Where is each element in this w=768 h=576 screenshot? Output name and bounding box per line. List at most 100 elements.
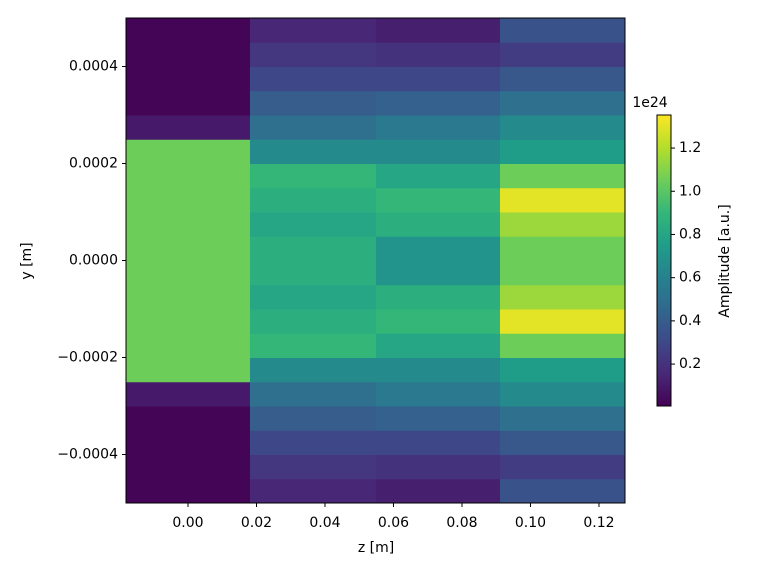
heatmap-cell — [249, 163, 377, 189]
x-tick-label: 0.06 — [378, 515, 409, 531]
heatmap-cell — [376, 163, 501, 189]
y-tick-label: 0.0004 — [69, 59, 118, 75]
heatmap-cell — [126, 284, 251, 310]
heatmap-cell — [376, 406, 501, 431]
y-tick-label: 0.0000 — [69, 253, 118, 269]
heatmap-cell — [126, 115, 251, 140]
heatmap-cell — [126, 139, 251, 164]
heatmap-cell — [249, 139, 377, 164]
x-tick-label: 0.08 — [446, 515, 477, 531]
heatmap-cell — [376, 478, 501, 504]
heatmap-cell — [499, 381, 626, 407]
heatmap-cell — [249, 309, 377, 334]
heatmap-cell — [499, 163, 626, 189]
heatmap-cell — [499, 260, 626, 286]
heatmap-cell — [376, 430, 501, 455]
colorbar — [656, 114, 672, 407]
heatmap-cell — [249, 478, 377, 504]
heatmap-cell — [126, 357, 251, 383]
heatmap-cell — [249, 357, 377, 383]
colorbar-tick-label: 1.2 — [679, 140, 701, 156]
heatmap-cell — [249, 284, 377, 310]
colorbar-tick-label: 0.6 — [679, 270, 701, 286]
heatmap-cell — [126, 430, 251, 455]
heatmap-cell — [126, 309, 251, 334]
heatmap-cell — [499, 430, 626, 455]
heatmap-cell — [499, 66, 626, 92]
x-tick-label: 0.04 — [309, 515, 340, 531]
heatmap-cell — [249, 42, 377, 67]
heatmap-cell — [376, 90, 501, 116]
heatmap-cell — [126, 333, 251, 358]
heatmap-cell — [499, 284, 626, 310]
heatmap-cell — [249, 381, 377, 407]
x-axis-label: z [m] — [358, 540, 394, 556]
heatmap-cell — [126, 187, 251, 213]
y-tick-label: 0.0002 — [69, 156, 118, 172]
heatmap-cell — [126, 163, 251, 189]
heatmap-cell — [126, 381, 251, 407]
heatmap-cell — [376, 187, 501, 213]
heatmap-cell — [126, 236, 251, 261]
heatmap-cell — [126, 90, 251, 116]
heatmap-cell — [249, 430, 377, 455]
colorbar-tick-label: 0.8 — [679, 226, 701, 242]
heatmap-cell — [249, 90, 377, 116]
heatmap-cell — [499, 333, 626, 358]
x-tick-label: 0.12 — [583, 515, 614, 531]
heatmap-cell — [499, 236, 626, 261]
heatmap-cell — [376, 260, 501, 286]
heatmap-cell — [499, 406, 626, 431]
heatmap-cell — [376, 42, 501, 67]
heatmap-cell — [249, 236, 377, 261]
heatmap-cell — [499, 212, 626, 237]
heatmap-cell — [126, 66, 251, 92]
heatmap-cell — [376, 18, 501, 43]
heatmap-cell — [126, 42, 251, 67]
heatmap-cell — [126, 212, 251, 237]
heatmap-cell — [499, 454, 626, 480]
heatmap-cell — [376, 381, 501, 407]
heatmap-cell — [249, 187, 377, 213]
heatmap-cell — [126, 478, 251, 504]
heatmap-cell — [499, 42, 626, 67]
heatmap-cell — [376, 357, 501, 383]
heatmap-cell — [376, 139, 501, 164]
colorbar-tick-label: 0.4 — [679, 313, 701, 329]
heatmap-cell — [376, 212, 501, 237]
x-tick-label: 0.02 — [241, 515, 272, 531]
heatmap-cell — [249, 18, 377, 43]
heatmap-cell — [126, 260, 251, 286]
x-tick-label: 0.10 — [515, 515, 546, 531]
colorbar-tick-label: 1.0 — [679, 183, 701, 199]
heatmap-cell — [376, 309, 501, 334]
heatmap-cell — [126, 18, 251, 43]
y-tick-label: −0.0002 — [57, 350, 118, 366]
heatmap-cell — [499, 309, 626, 334]
heatmap-cell — [499, 187, 626, 213]
heatmap-cells — [126, 18, 626, 504]
heatmap-cell — [499, 90, 626, 116]
x-tick-label: 0.00 — [172, 515, 203, 531]
colorbar-label: Amplitude [a.u.] — [717, 204, 733, 317]
heatmap-cell — [249, 406, 377, 431]
heatmap-cell — [499, 139, 626, 164]
heatmap-cell — [249, 66, 377, 92]
heatmap-cell — [376, 454, 501, 480]
heatmap-cell — [499, 357, 626, 383]
heatmap-cell — [249, 333, 377, 358]
heatmap-cell — [376, 333, 501, 358]
heatmap-cell — [376, 115, 501, 140]
y-axis-label: y [m] — [19, 242, 35, 279]
heatmap-cell — [249, 212, 377, 237]
heatmap-cell — [126, 406, 251, 431]
heatmap-cell — [376, 284, 501, 310]
colorbar-tick-label: 0.2 — [679, 356, 701, 372]
heatmap-cell — [249, 115, 377, 140]
heatmap-cell — [499, 115, 626, 140]
heatmap-cell — [499, 478, 626, 504]
heatmap-cell — [249, 454, 377, 480]
heatmap-cell — [376, 236, 501, 261]
colorbar-offset: 1e24 — [632, 95, 667, 111]
